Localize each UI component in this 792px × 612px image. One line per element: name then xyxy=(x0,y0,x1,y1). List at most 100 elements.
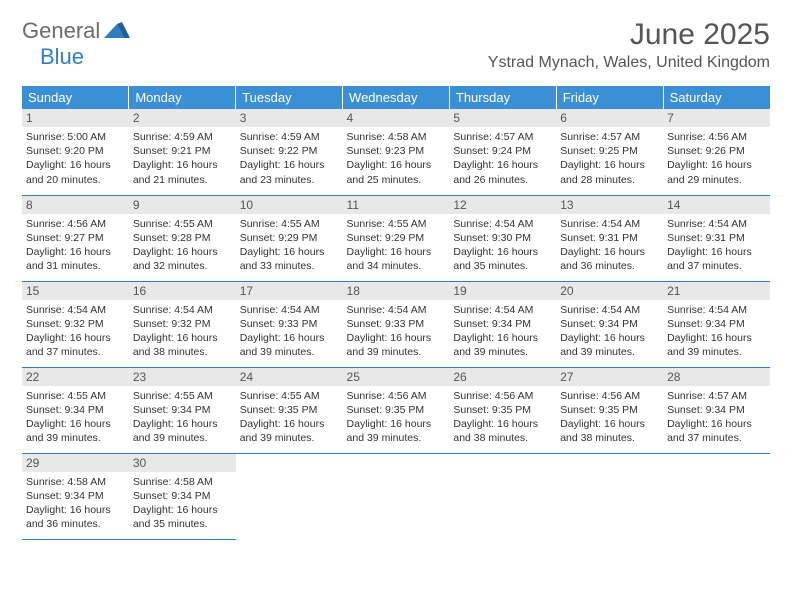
week-row: 15Sunrise: 4:54 AMSunset: 9:32 PMDayligh… xyxy=(22,281,770,367)
day-data: Sunrise: 4:56 AMSunset: 9:35 PMDaylight:… xyxy=(560,389,659,446)
calendar-body: 1 Sunrise: 5:00 AMSunset: 9:20 PMDaylight… xyxy=(22,109,770,539)
col-friday: Friday xyxy=(556,86,663,109)
day-data: Sunrise: 4:58 AMSunset: 9:23 PMDaylight:… xyxy=(347,130,446,187)
day-data: Sunrise: 4:58 AMSunset: 9:34 PMDaylight:… xyxy=(133,475,232,532)
weekday-row: Sunday Monday Tuesday Wednesday Thursday… xyxy=(22,86,770,109)
day-number: 18 xyxy=(343,282,450,300)
month-title: June 2025 xyxy=(488,18,770,52)
day-number: 30 xyxy=(129,454,236,472)
day-data: Sunrise: 4:54 AMSunset: 9:31 PMDaylight:… xyxy=(667,217,766,274)
day-data: Sunrise: 4:54 AMSunset: 9:34 PMDaylight:… xyxy=(560,303,659,360)
day-data: Sunrise: 4:55 AMSunset: 9:34 PMDaylight:… xyxy=(133,389,232,446)
day-number: 13 xyxy=(556,196,663,214)
day-data: Sunrise: 4:57 AMSunset: 9:34 PMDaylight:… xyxy=(667,389,766,446)
day-cell: 3 Sunrise: 4:59 AMSunset: 9:22 PMDaylight… xyxy=(236,109,343,195)
day-cell: 29 Sunrise: 4:58 AMSunset: 9:34 PMDayligh… xyxy=(22,453,129,539)
day-cell xyxy=(343,453,450,539)
day-cell: 5Sunrise: 4:57 AMSunset: 9:24 PMDaylight… xyxy=(449,109,556,195)
title-block: June 2025 Ystrad Mynach, Wales, United K… xyxy=(488,18,770,72)
col-thursday: Thursday xyxy=(449,86,556,109)
day-data: Sunrise: 4:54 AMSunset: 9:32 PMDaylight:… xyxy=(26,303,125,360)
day-data: Sunrise: 4:54 AMSunset: 9:33 PMDaylight:… xyxy=(240,303,339,360)
day-cell: 24Sunrise: 4:55 AMSunset: 9:35 PMDayligh… xyxy=(236,367,343,453)
day-data: Sunrise: 4:54 AMSunset: 9:32 PMDaylight:… xyxy=(133,303,232,360)
location-text: Ystrad Mynach, Wales, United Kingdom xyxy=(488,54,770,72)
day-cell: 10Sunrise: 4:55 AMSunset: 9:29 PMDayligh… xyxy=(236,195,343,281)
day-cell xyxy=(236,453,343,539)
day-data: Sunrise: 4:55 AMSunset: 9:34 PMDaylight:… xyxy=(26,389,125,446)
day-data: Sunrise: 4:54 AMSunset: 9:31 PMDaylight:… xyxy=(560,217,659,274)
day-data: Sunrise: 4:55 AMSunset: 9:28 PMDaylight:… xyxy=(133,217,232,274)
day-number: 28 xyxy=(663,368,770,386)
day-cell: 11Sunrise: 4:55 AMSunset: 9:29 PMDayligh… xyxy=(343,195,450,281)
day-cell: 13 Sunrise: 4:54 AMSunset: 9:31 PMDayligh… xyxy=(556,195,663,281)
day-cell: 21 Sunrise: 4:54 AMSunset: 9:34 PMDayligh… xyxy=(663,281,770,367)
day-cell: 25Sunrise: 4:56 AMSunset: 9:35 PMDayligh… xyxy=(343,367,450,453)
day-data: Sunrise: 4:54 AMSunset: 9:34 PMDaylight:… xyxy=(667,303,766,360)
day-data: Sunrise: 5:00 AMSunset: 9:20 PMDaylight:… xyxy=(26,130,125,187)
col-saturday: Saturday xyxy=(663,86,770,109)
day-number: 12 xyxy=(449,196,556,214)
day-cell: 30 Sunrise: 4:58 AMSunset: 9:34 PMDayligh… xyxy=(129,453,236,539)
day-number: 2 xyxy=(129,109,236,127)
day-data: Sunrise: 4:56 AMSunset: 9:35 PMDaylight:… xyxy=(453,389,552,446)
day-cell: 16 Sunrise: 4:54 AMSunset: 9:32 PMDayligh… xyxy=(129,281,236,367)
day-number: 21 xyxy=(663,282,770,300)
day-data: Sunrise: 4:54 AMSunset: 9:34 PMDaylight:… xyxy=(453,303,552,360)
logo-blue-wrap: Blue xyxy=(40,44,84,70)
day-data: Sunrise: 4:59 AMSunset: 9:22 PMDaylight:… xyxy=(240,130,339,187)
day-cell: 26 Sunrise: 4:56 AMSunset: 9:35 PMDayligh… xyxy=(449,367,556,453)
day-number: 19 xyxy=(449,282,556,300)
col-monday: Monday xyxy=(129,86,236,109)
day-number: 16 xyxy=(129,282,236,300)
day-data: Sunrise: 4:54 AMSunset: 9:30 PMDaylight:… xyxy=(453,217,552,274)
day-number: 11 xyxy=(343,196,450,214)
day-data: Sunrise: 4:56 AMSunset: 9:26 PMDaylight:… xyxy=(667,130,766,187)
col-wednesday: Wednesday xyxy=(343,86,450,109)
day-cell: 27 Sunrise: 4:56 AMSunset: 9:35 PMDayligh… xyxy=(556,367,663,453)
day-number: 1 xyxy=(22,109,129,127)
day-number: 20 xyxy=(556,282,663,300)
day-data: Sunrise: 4:57 AMSunset: 9:25 PMDaylight:… xyxy=(560,130,659,187)
logo-text-general: General xyxy=(22,18,100,44)
week-row: 1 Sunrise: 5:00 AMSunset: 9:20 PMDaylight… xyxy=(22,109,770,195)
day-number: 3 xyxy=(236,109,343,127)
day-number: 15 xyxy=(22,282,129,300)
day-cell: 9 Sunrise: 4:55 AMSunset: 9:28 PMDaylight… xyxy=(129,195,236,281)
day-cell: 18 Sunrise: 4:54 AMSunset: 9:33 PMDayligh… xyxy=(343,281,450,367)
day-number: 24 xyxy=(236,368,343,386)
day-number: 25 xyxy=(343,368,450,386)
day-number: 5 xyxy=(449,109,556,127)
logo-text-blue: Blue xyxy=(40,44,84,69)
day-cell: 17 Sunrise: 4:54 AMSunset: 9:33 PMDayligh… xyxy=(236,281,343,367)
day-cell: 14 Sunrise: 4:54 AMSunset: 9:31 PMDayligh… xyxy=(663,195,770,281)
day-data: Sunrise: 4:59 AMSunset: 9:21 PMDaylight:… xyxy=(133,130,232,187)
day-cell: 15 Sunrise: 4:54 AMSunset: 9:32 PMDayligh… xyxy=(22,281,129,367)
day-cell: 1 Sunrise: 5:00 AMSunset: 9:20 PMDaylight… xyxy=(22,109,129,195)
day-number: 23 xyxy=(129,368,236,386)
day-cell: 20 Sunrise: 4:54 AMSunset: 9:34 PMDayligh… xyxy=(556,281,663,367)
day-cell: 12 Sunrise: 4:54 AMSunset: 9:30 PMDayligh… xyxy=(449,195,556,281)
day-number: 26 xyxy=(449,368,556,386)
day-number: 10 xyxy=(236,196,343,214)
day-number: 6 xyxy=(556,109,663,127)
day-number: 9 xyxy=(129,196,236,214)
day-number: 4 xyxy=(343,109,450,127)
day-data: Sunrise: 4:54 AMSunset: 9:33 PMDaylight:… xyxy=(347,303,446,360)
day-cell: 8Sunrise: 4:56 AMSunset: 9:27 PMDaylight… xyxy=(22,195,129,281)
week-row: 8Sunrise: 4:56 AMSunset: 9:27 PMDaylight… xyxy=(22,195,770,281)
day-cell xyxy=(556,453,663,539)
week-row: 29Sunrise: 4:58 AMSunset: 9:34 PMDayligh… xyxy=(22,453,770,539)
day-number: 22 xyxy=(22,368,129,386)
day-data: Sunrise: 4:58 AMSunset: 9:34 PMDaylight:… xyxy=(26,475,125,532)
day-cell: 22 Sunrise: 4:55 AMSunset: 9:34 PMDayligh… xyxy=(22,367,129,453)
day-number: 27 xyxy=(556,368,663,386)
logo-triangle-icon xyxy=(104,20,130,43)
col-tuesday: Tuesday xyxy=(236,86,343,109)
day-cell: 19 Sunrise: 4:54 AMSunset: 9:34 PMDayligh… xyxy=(449,281,556,367)
day-number: 29 xyxy=(22,454,129,472)
logo: General xyxy=(22,18,132,44)
day-cell: 4 Sunrise: 4:58 AMSunset: 9:23 PMDaylight… xyxy=(343,109,450,195)
day-number: 17 xyxy=(236,282,343,300)
day-number: 14 xyxy=(663,196,770,214)
